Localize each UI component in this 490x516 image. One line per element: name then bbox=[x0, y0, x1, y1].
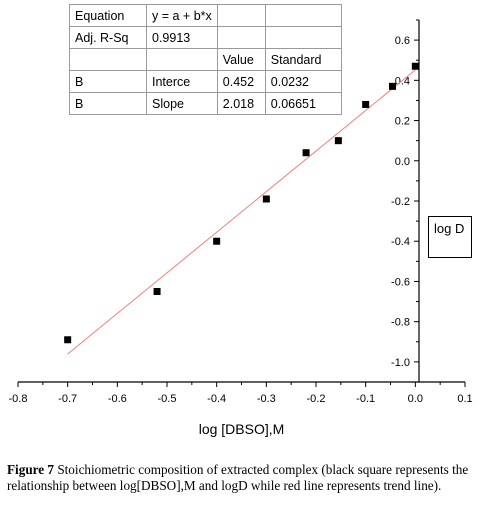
fit-parameters-table: Equation y = a + b*x Adj. R-Sq 0.9913 Value S… bbox=[69, 4, 342, 115]
x-axis-label: log [DBSO],M bbox=[199, 421, 285, 437]
x-tick-label: 0.1 bbox=[457, 393, 472, 405]
fit-table-cell: Value bbox=[216, 48, 266, 71]
data-point bbox=[302, 149, 310, 157]
fit-table-cell: Interce bbox=[146, 70, 218, 93]
data-points-layer bbox=[64, 62, 419, 344]
y-tick-label: -0.6 bbox=[391, 276, 410, 288]
data-point bbox=[213, 237, 221, 245]
x-tick-label: -0.6 bbox=[108, 393, 127, 405]
x-tick-label: -0.3 bbox=[257, 393, 276, 405]
fit-table-cell: 0.452 bbox=[216, 70, 266, 93]
chart: -0.8 -0.7 -0.6 -0.5 -0.4 -0.3 -0.2 -0.1 0.0 0.1 -… bbox=[9, 19, 473, 437]
fit-table-cell bbox=[146, 48, 218, 71]
fit-table-cell: 0.06651 bbox=[264, 92, 342, 115]
y-axis: -1.0 -0.8 -0.6 -0.4 -0.2 0.0 0.2 0.4 0.6 bbox=[391, 19, 420, 382]
fit-table-cell: Standard bbox=[264, 48, 342, 71]
fit-table-cell bbox=[264, 4, 342, 27]
x-tick-label: -0.1 bbox=[356, 393, 375, 405]
fit-table-cell: y = a + b*x bbox=[146, 4, 218, 27]
data-point bbox=[388, 82, 396, 90]
x-tick-label: -0.4 bbox=[207, 393, 226, 405]
x-axis: -0.8 -0.7 -0.6 -0.5 -0.4 -0.3 -0.2 -0.1 0.0 0.1 bbox=[9, 381, 473, 405]
x-tick-label: -0.2 bbox=[307, 393, 326, 405]
x-tick-label: 0.0 bbox=[408, 393, 423, 405]
fit-table-row: B Interce 0.452 0.0232 bbox=[69, 70, 342, 93]
legend-label: log D bbox=[434, 221, 465, 236]
fit-table-cell: B bbox=[69, 92, 147, 115]
x-tick-label: -0.8 bbox=[9, 393, 28, 405]
fit-table-cell: 0.9913 bbox=[146, 26, 218, 49]
fit-table-cell bbox=[69, 48, 147, 71]
y-tick-label: 0.4 bbox=[395, 75, 410, 87]
caption-text: Stoichiometric composition of extracted … bbox=[7, 462, 469, 493]
fit-table-cell: Equation bbox=[69, 4, 147, 27]
trend-line-layer bbox=[67, 69, 416, 355]
y-tick-label: -0.2 bbox=[391, 196, 410, 208]
fit-table-row: Adj. R-Sq 0.9913 bbox=[69, 26, 342, 49]
data-point bbox=[334, 137, 342, 145]
figure-caption: Figure 7 Stoichiometric composition of e… bbox=[7, 462, 485, 493]
y-tick-label: 0.2 bbox=[395, 116, 410, 128]
fit-table-row: Equation y = a + b*x bbox=[69, 4, 342, 27]
fit-table-cell bbox=[216, 4, 266, 27]
data-point bbox=[411, 62, 419, 70]
data-point bbox=[64, 336, 72, 344]
trend-line bbox=[67, 69, 416, 355]
data-point bbox=[153, 288, 161, 295]
caption-label: Figure 7 bbox=[7, 462, 55, 477]
fit-table-cell bbox=[216, 26, 266, 49]
y-tick-label: 0.6 bbox=[395, 35, 410, 47]
fit-table-cell: 0.0232 bbox=[264, 70, 342, 93]
fit-table-cell: Adj. R-Sq bbox=[69, 26, 147, 49]
fit-table-row: B Slope 2.018 0.06651 bbox=[69, 92, 342, 115]
data-point bbox=[362, 100, 370, 108]
x-tick-label: -0.5 bbox=[158, 393, 177, 405]
y-tick-label: -0.4 bbox=[391, 236, 410, 248]
legend: log D bbox=[428, 216, 472, 258]
fit-table-cell: 2.018 bbox=[216, 92, 266, 115]
fit-table-cell: B bbox=[69, 70, 147, 93]
y-tick-label: 0.0 bbox=[395, 156, 410, 168]
x-tick-label: -0.7 bbox=[58, 393, 77, 405]
fit-table-cell bbox=[264, 26, 342, 49]
data-point bbox=[262, 195, 270, 203]
y-tick-label: -1.0 bbox=[391, 357, 410, 369]
y-tick-label: -0.8 bbox=[391, 317, 410, 329]
fit-table-cell: Slope bbox=[146, 92, 218, 115]
fit-table-row: Value Standard bbox=[69, 48, 342, 71]
